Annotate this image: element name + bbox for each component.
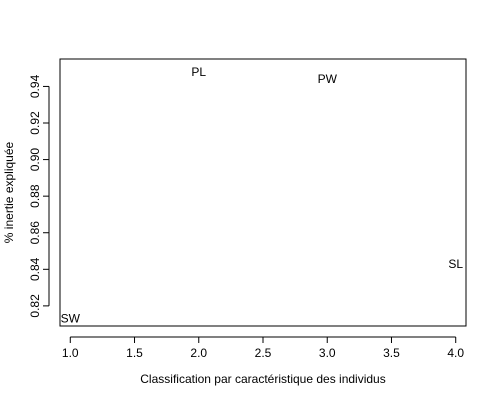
y-tick-label: 0.84: [28, 257, 42, 281]
point-label: PL: [191, 65, 206, 79]
y-tick-label: 0.82: [28, 294, 42, 318]
plot-area: 1.0 1.5 2.0 2.5 3.0 3.5 4.0 0.82 0.84 0.86 0.88 0.9…: [28, 58, 467, 360]
plot-frame: [59, 58, 467, 327]
x-tick-label: 2.5: [255, 346, 272, 360]
y-tick-label: 0.86: [28, 221, 42, 245]
x-tick-label: 1.5: [126, 346, 143, 360]
y-tick-label: 0.88: [28, 184, 42, 208]
x-tick-label: 3.5: [383, 346, 400, 360]
y-axis-label: % inertie expliquée: [2, 141, 16, 243]
x-tick-label: 1.0: [62, 346, 79, 360]
y-tick-label: 0.90: [28, 148, 42, 172]
y-tick-label: 0.92: [28, 111, 42, 135]
x-tick-label: 4.0: [447, 346, 464, 360]
point-label: SW: [61, 312, 81, 326]
x-tick-label: 3.0: [319, 346, 336, 360]
y-tick-label: 0.94: [28, 74, 42, 98]
point-label: PW: [318, 72, 338, 86]
x-axis-label: Classification par caractéristique des i…: [140, 372, 385, 386]
x-tick-label: 2.0: [190, 346, 207, 360]
point-label: SL: [448, 257, 463, 271]
